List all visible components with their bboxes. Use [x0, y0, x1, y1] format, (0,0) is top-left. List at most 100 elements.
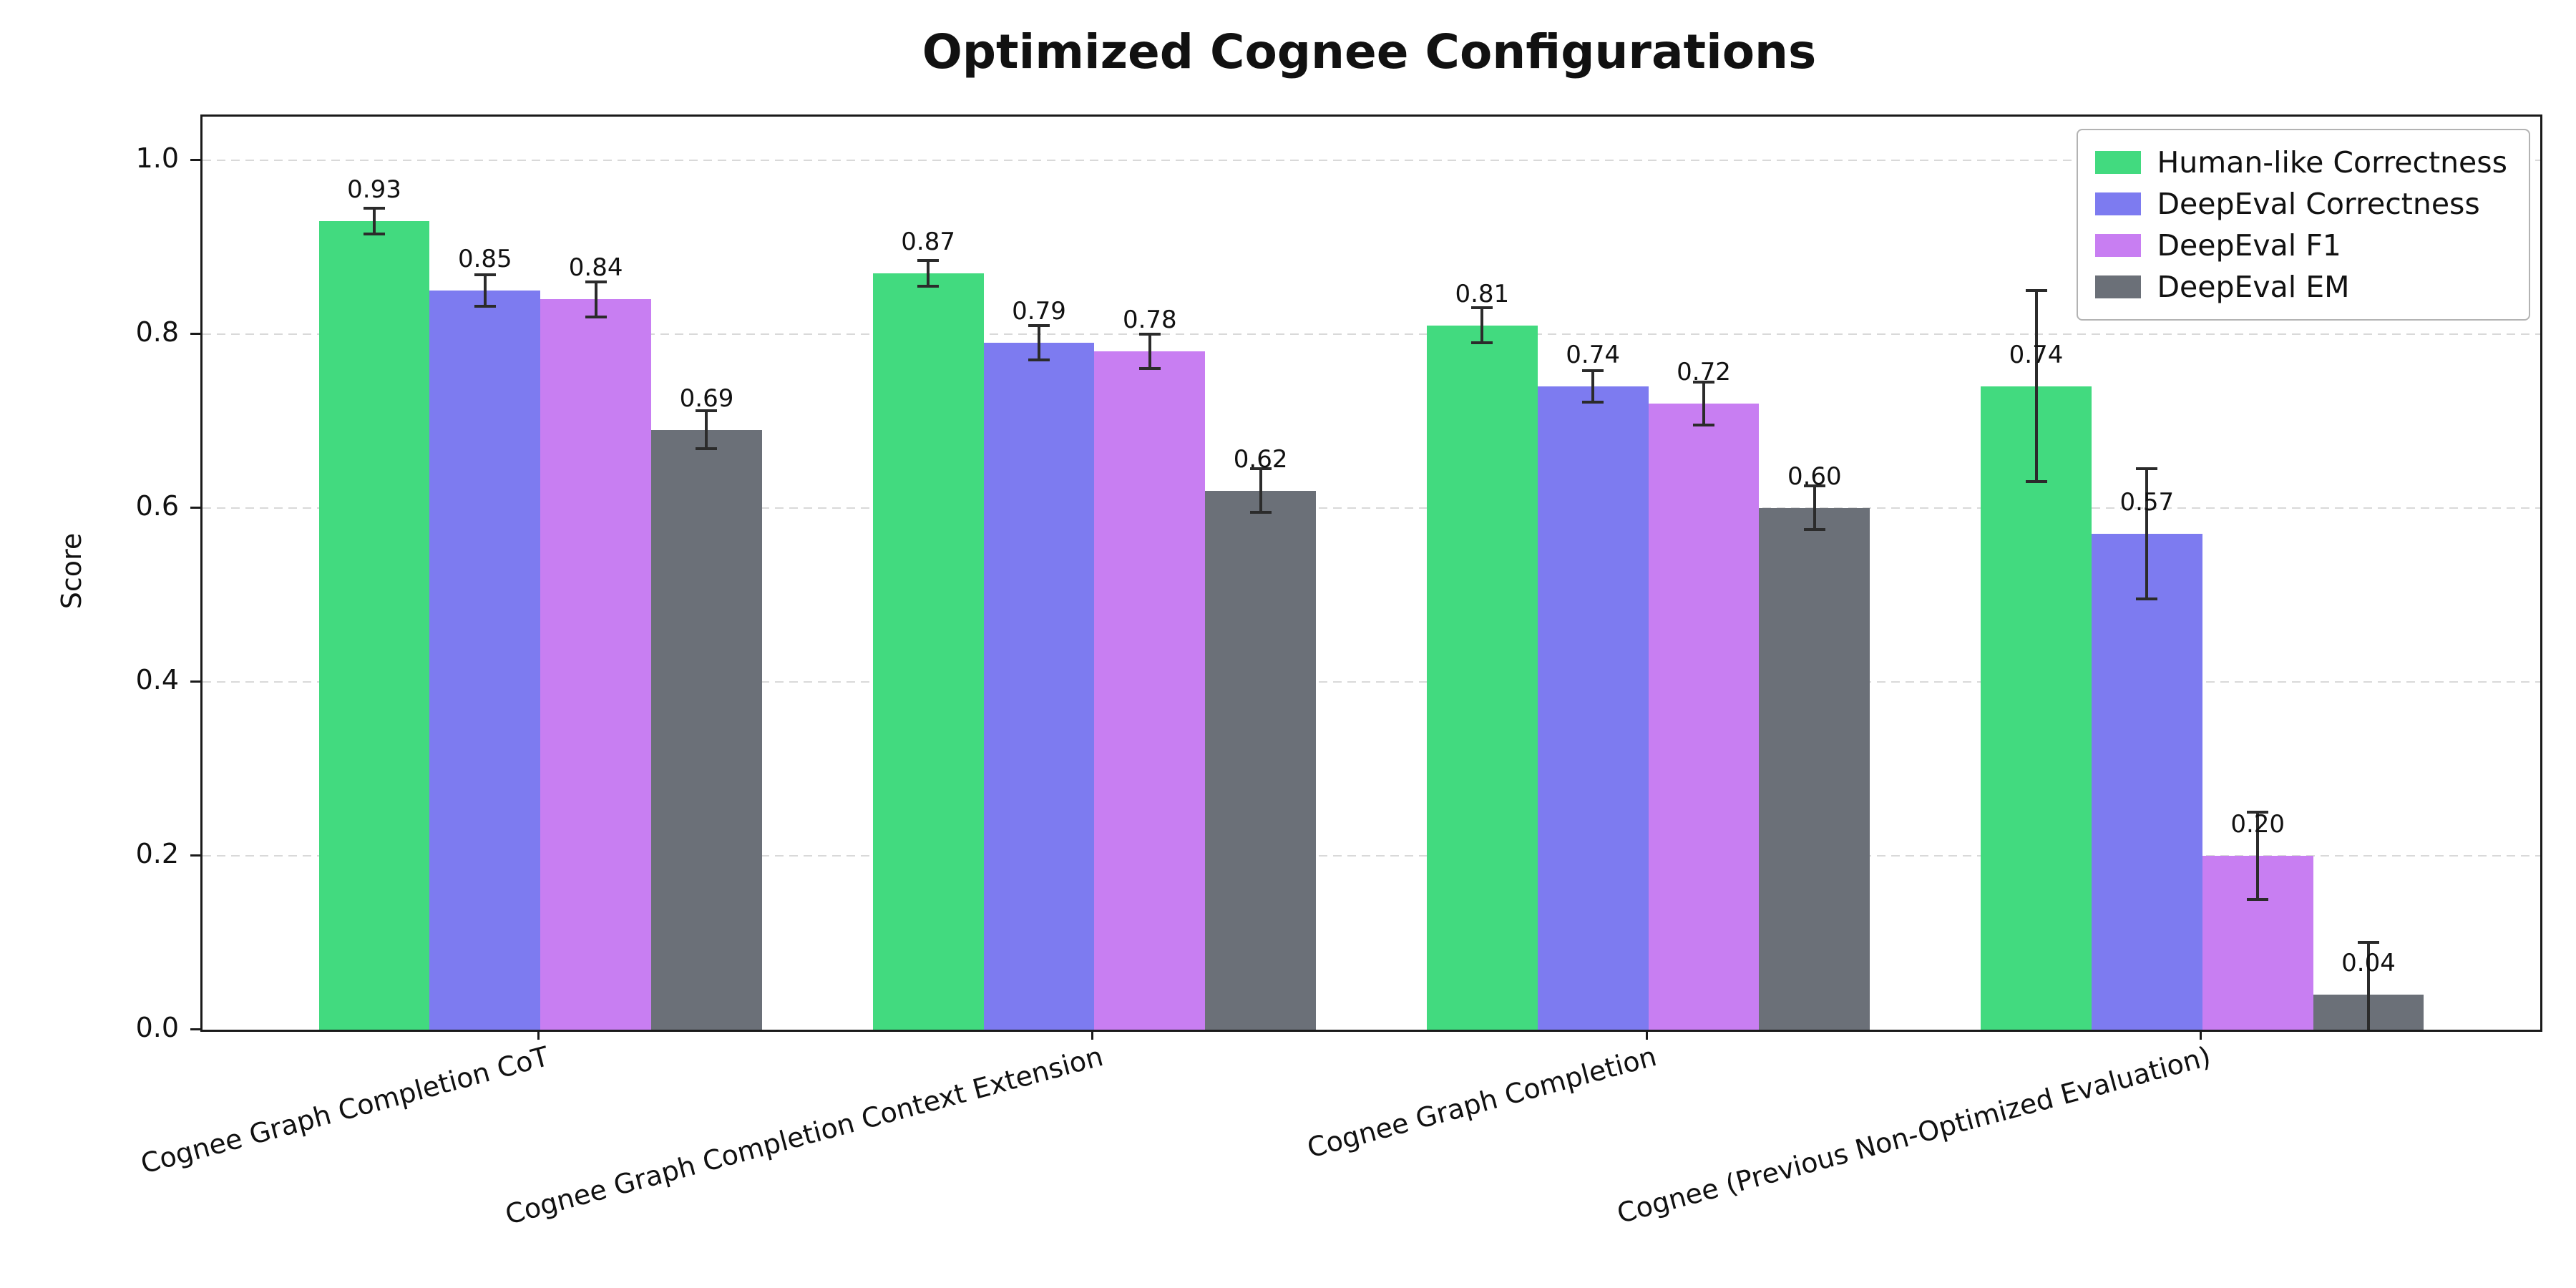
x-tick-label: Cognee Graph Completion — [1304, 1040, 1660, 1164]
y-tick-mark — [190, 1028, 200, 1030]
error-bar — [1480, 308, 1484, 343]
y-tick-label: 0.8 — [135, 316, 179, 348]
bar — [1205, 490, 1317, 1030]
gridline — [203, 333, 2540, 335]
error-bar-cap — [363, 206, 385, 210]
gridline — [203, 854, 2540, 857]
legend-item: DeepEval Correctness — [2095, 183, 2507, 225]
x-tick-mark — [1645, 1030, 1648, 1040]
y-tick-mark — [190, 854, 200, 857]
error-bar-cap — [1249, 467, 1272, 471]
error-bar — [1813, 486, 1816, 530]
bar-value-label: 0.62 — [1233, 444, 1288, 474]
legend-label: DeepEval F1 — [2157, 228, 2341, 263]
bar-value-label: 0.93 — [347, 175, 401, 204]
error-bar — [2256, 812, 2260, 899]
bar-value-label: 0.81 — [1455, 279, 1510, 308]
y-tick-mark — [190, 506, 200, 509]
bar — [1648, 404, 1760, 1030]
error-bar-cap — [1803, 528, 1825, 532]
x-tick-label: Cognee (Previous Non-Optimized Evaluatio… — [1614, 1040, 2215, 1230]
bar-value-label: 0.57 — [2119, 488, 2175, 517]
bar-value-label: 0.84 — [568, 253, 623, 283]
error-bar — [1591, 370, 1595, 402]
bar — [1426, 325, 1538, 1030]
legend-item: Human-like Correctness — [2095, 142, 2507, 183]
legend: Human-like Correctness DeepEval Correctne… — [2077, 129, 2530, 321]
error-bar — [2034, 291, 2038, 482]
bar — [872, 273, 984, 1030]
error-bar-cap — [474, 304, 496, 308]
error-bar-cap — [585, 315, 607, 318]
legend-swatch — [2095, 192, 2142, 215]
legend-label: DeepEval EM — [2157, 270, 2350, 304]
error-bar-cap — [2358, 941, 2379, 945]
error-bar-cap — [1803, 484, 1825, 488]
gridline — [203, 159, 2540, 161]
bar — [2091, 534, 2202, 1030]
y-tick-label: 0.4 — [135, 663, 179, 696]
legend-item: DeepEval F1 — [2095, 225, 2507, 266]
bar — [983, 342, 1095, 1030]
error-bar — [705, 410, 708, 449]
bar — [1537, 386, 1649, 1030]
y-axis-label: Score — [56, 532, 87, 610]
legend-label: DeepEval Correctness — [2157, 187, 2480, 221]
error-bar-cap — [474, 273, 496, 277]
error-bar-cap — [585, 280, 607, 283]
bar-value-label: 0.74 — [2009, 340, 2064, 369]
error-bar-cap — [1028, 323, 1050, 327]
x-tick-label: Cognee Graph Completion CoT — [137, 1040, 552, 1180]
error-bar-cap — [2247, 897, 2269, 901]
bar — [651, 429, 762, 1030]
y-tick-mark — [190, 158, 200, 161]
error-bar-cap — [1471, 341, 1493, 344]
error-bar-cap — [696, 409, 718, 412]
error-bar — [1702, 381, 1705, 426]
x-tick-mark — [2199, 1030, 2202, 1040]
error-bar-cap — [1471, 306, 1493, 310]
bar — [1094, 351, 1206, 1030]
error-bar — [927, 260, 930, 286]
error-bar-cap — [917, 284, 940, 288]
bar — [1981, 386, 2092, 1030]
y-tick-label: 0.6 — [135, 489, 179, 522]
y-tick-label: 0.0 — [135, 1012, 179, 1043]
bar-value-label: 0.87 — [901, 227, 956, 256]
bar-value-label: 0.60 — [1787, 462, 1842, 491]
error-bar — [1037, 325, 1040, 361]
error-bar-cap — [917, 258, 940, 262]
error-bar — [1259, 469, 1262, 512]
error-bar-cap — [2025, 289, 2047, 293]
error-bar-cap — [1138, 367, 1161, 371]
bar-value-label: 0.79 — [1012, 296, 1066, 326]
error-bar-cap — [1693, 424, 1714, 427]
error-bar — [483, 275, 487, 306]
error-bar — [594, 281, 597, 317]
x-tick-label: Cognee Graph Completion Context Extensio… — [502, 1040, 1106, 1231]
error-bar-cap — [1582, 400, 1604, 404]
gridline — [203, 507, 2540, 509]
error-bar-cap — [1249, 510, 1272, 514]
bar-value-label: 0.72 — [1677, 358, 1731, 387]
bar-value-label: 0.20 — [2230, 809, 2285, 839]
error-bar-cap — [1582, 369, 1604, 372]
error-bar-cap — [1138, 332, 1161, 336]
bar-value-label: 0.04 — [2341, 949, 2396, 978]
error-bar-cap — [696, 447, 718, 451]
legend-item: DeepEval EM — [2095, 266, 2507, 308]
bar — [1759, 507, 1870, 1030]
legend-swatch — [2095, 151, 2142, 174]
legend-swatch — [2095, 275, 2142, 298]
error-bar-cap — [363, 233, 385, 236]
y-tick-label: 0.2 — [135, 837, 179, 869]
error-bar — [2145, 469, 2149, 600]
bar — [540, 299, 652, 1030]
error-bar-cap — [2136, 597, 2158, 601]
bar-value-label: 0.78 — [1122, 306, 1177, 335]
y-tick-mark — [190, 680, 200, 683]
x-tick-mark — [1091, 1030, 1094, 1040]
error-bar-cap — [1693, 380, 1714, 384]
error-bar — [2367, 942, 2370, 1030]
